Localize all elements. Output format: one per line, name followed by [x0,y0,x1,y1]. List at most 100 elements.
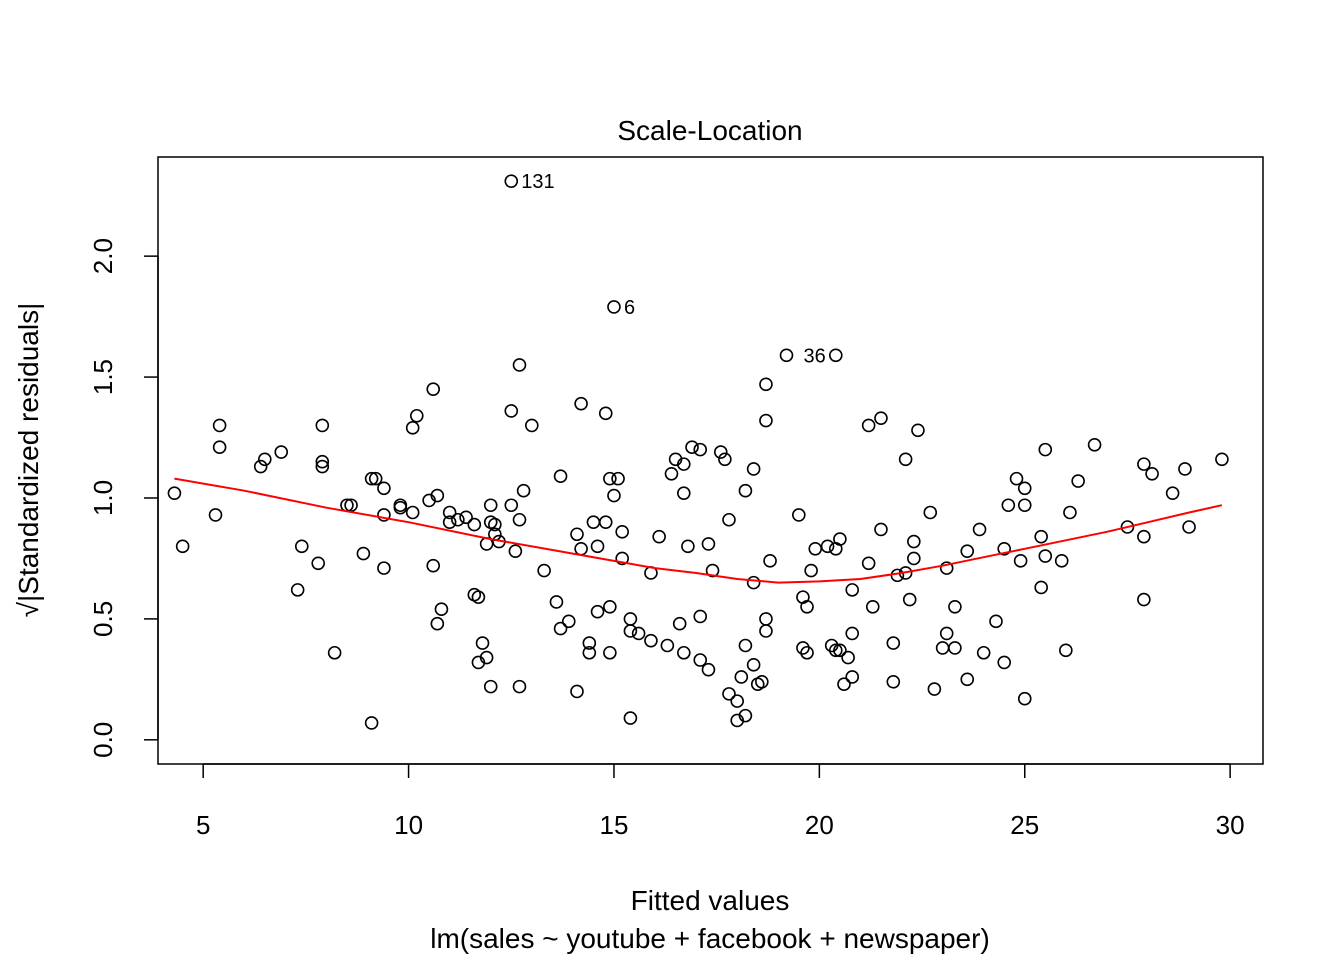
x-axis-label: Fitted values [631,885,790,916]
data-point [212,440,227,454]
data-point [512,358,527,372]
point-label: 131 [521,171,554,193]
data-point [611,471,625,486]
data-point [512,512,527,527]
smooth-curve [174,477,1223,584]
data-point [1009,471,1024,486]
data-point [208,508,223,522]
data-point [746,575,761,590]
data-point [1017,481,1032,496]
data-point [598,515,613,529]
data-point [738,638,753,653]
data-point [865,600,880,614]
x-tick-label: 20 [805,810,834,840]
data-point [730,694,745,708]
data-point [311,556,326,571]
data-point [837,677,851,691]
x-tick-label: 25 [1010,810,1039,840]
point-label: 6 [624,297,635,319]
data-point [705,563,720,578]
data-point [1120,520,1135,534]
data-point [623,711,638,725]
data-point [1182,520,1196,534]
data-point [253,459,268,474]
data-point [792,508,806,522]
data-point [738,708,753,723]
data-point [759,624,773,638]
data-point [722,512,736,527]
data-point [451,512,465,527]
data-point [759,612,773,626]
data-point [828,643,843,658]
x-axis: 5 10 15 20 25 30 [196,763,1245,840]
data-point [685,440,699,454]
data-point [615,551,629,566]
y-tick-label: 0.0 [88,722,118,758]
data-point [603,600,617,614]
data-point [512,679,527,694]
data-point [939,561,954,575]
data-point [701,537,716,551]
data-point [1137,592,1151,607]
data-point [948,641,962,655]
data-point [488,517,502,532]
data-point [377,481,391,496]
data-point [537,563,551,578]
data-point [315,454,330,469]
data-point [603,645,617,660]
data-point [828,348,843,363]
data-point [483,679,498,694]
data-point [1054,554,1069,568]
data-point [442,505,457,520]
y-tick-label: 1.0 [88,480,118,516]
data-point [1165,486,1180,500]
data-point [652,529,666,544]
data-point [1013,554,1028,568]
data-point [800,600,814,614]
data-point [845,670,860,684]
data-point [833,643,847,658]
data-point [935,641,950,655]
data-point [377,561,391,575]
data-point [997,541,1012,556]
x-tick-label: 10 [394,810,423,840]
data-point [886,674,901,689]
y-axis-label: √|Standardized residuals| [13,303,44,618]
data-point [356,546,371,561]
data-point [212,418,227,433]
data-point [1017,498,1032,513]
data-point [508,544,523,558]
data-point [623,612,638,626]
data-point [574,396,588,411]
data-point [664,467,679,481]
data-point [997,655,1012,670]
data-point [923,505,938,520]
data-point [258,452,272,467]
data-point [989,614,1003,629]
data-point [315,459,330,474]
data-point [459,510,473,525]
data-point [290,583,305,597]
data-point [405,505,420,520]
data-point [504,498,519,513]
data-point [911,423,925,438]
data-point [327,645,342,660]
data-point [960,672,975,687]
data-point [763,554,777,568]
data-point [746,462,761,476]
data-point [681,539,695,554]
data-point [364,716,379,730]
data-point [479,650,494,665]
data-point [874,411,888,425]
data-point [405,421,420,435]
y-tick-label: 2.0 [88,238,118,274]
data-point [796,641,810,655]
data-point [676,457,691,471]
data-point [504,174,519,188]
data-point [808,541,823,556]
data-point [734,670,749,684]
data-point [475,636,490,650]
data-point [368,471,383,486]
data-point [902,592,917,607]
point-label: 36 [804,345,826,367]
